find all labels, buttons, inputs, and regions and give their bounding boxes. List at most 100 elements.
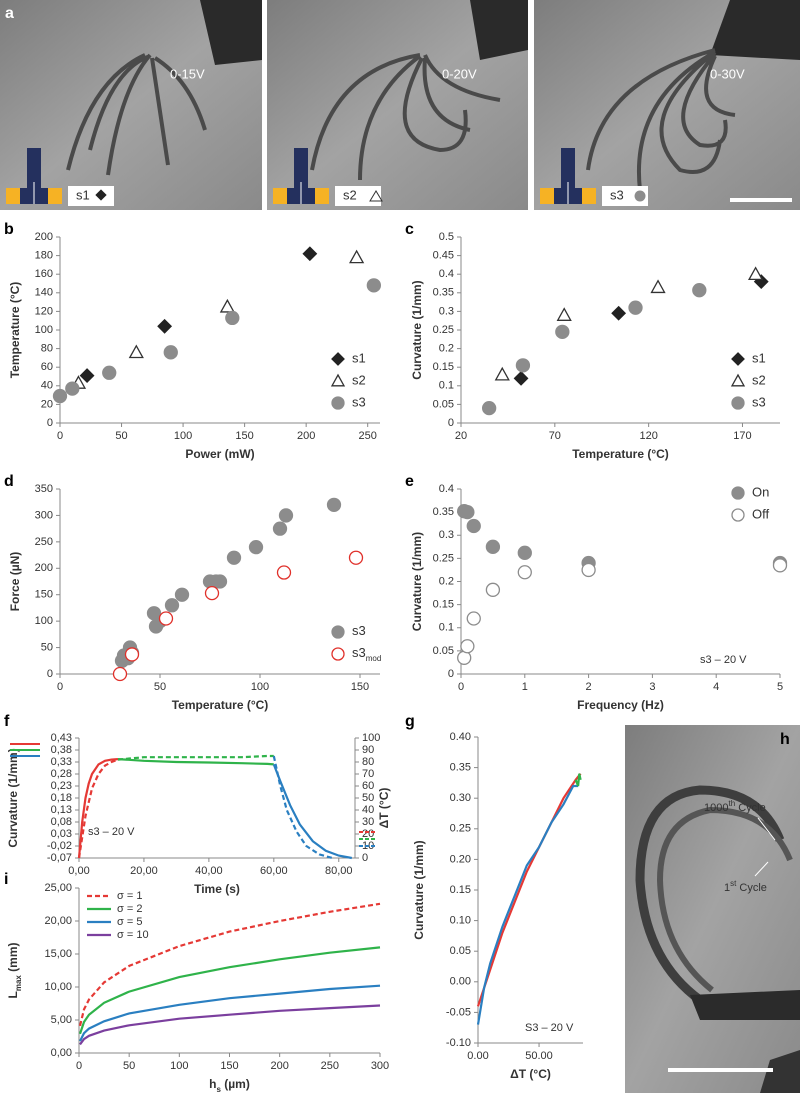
y-tick-label: 200 [35,562,53,574]
x-tick-label: 250 [359,430,377,442]
point [204,585,220,601]
y-tick-label: 0.20 [450,853,471,865]
x-tick-label: 50 [123,1060,135,1072]
y-tick-label: 0,33 [51,756,72,768]
y-tick-label: 5,00 [51,1014,72,1026]
x-tick-label: 100 [170,1060,188,1072]
x-tick-label: 120 [639,430,657,442]
voltage-label: 0-30V [710,66,745,81]
y2-tick-label: 30 [362,816,374,828]
y-tick-label: 0.15 [433,599,454,611]
y-tick-label: 60 [41,361,53,373]
legend-marker [331,396,345,410]
x-tick-label: 0.00 [467,1050,488,1062]
x-axis-label: Temperature (°C) [572,447,669,461]
y-tick-label: 0,03 [51,828,72,840]
legend-label: Off [752,506,769,521]
y-tick-label: 160 [35,268,53,280]
legend-label: s3mod [352,645,381,662]
y-tick-label: 0.05 [450,945,471,957]
point [611,305,627,321]
y-tick-label: 180 [35,250,53,262]
y-tick-label: 0,28 [51,768,72,780]
y-tick-label: 0.05 [433,398,454,410]
y2-tick-label: 70 [362,768,374,780]
x-tick-label: 60,00 [260,865,288,877]
point [513,370,529,386]
point [112,666,128,682]
point [124,647,140,662]
legend-marker [730,373,746,387]
text-segment: Cycle [736,882,767,894]
point [485,539,501,554]
y2-tick-label: 40 [362,804,374,816]
y-tick-label: 0.4 [439,268,454,280]
y-tick-label: 0.1 [439,622,454,634]
text-segment: s3 [352,623,366,638]
text-segment: st [730,879,737,888]
x-tick-label: 20,00 [130,865,158,877]
point [276,565,292,580]
x-tick-label: 150 [351,681,369,693]
point [748,266,764,281]
y-tick-label: 100 [35,615,53,627]
x-tick-label: 1 [522,681,528,693]
cycle-label: 1000th Cycle [704,799,766,814]
y-axis-label: Curvature (1/mm) [410,280,424,379]
point [302,246,318,262]
point [248,539,264,555]
point [515,358,531,373]
legend-label: s2 [352,372,366,387]
legend-label: s1 [352,350,366,365]
x-tick-label: 200 [297,430,315,442]
y-tick-label: 0.30 [450,792,471,804]
x-tick-label: 150 [235,430,253,442]
y-tick-label: 0,43 [51,732,72,744]
text-segment: (mm) [6,942,20,975]
y-tick-label: 0,23 [51,780,72,792]
text-segment: h [209,1077,216,1091]
legend-marker [331,625,345,639]
y-tick-label: 0 [47,668,53,680]
y-tick-label: -0.10 [446,1037,471,1049]
cycle-label: 1st Cycle [724,879,767,894]
line [476,773,582,1007]
y2-tick-label: 20 [362,828,374,840]
y2-tick-label: 90 [362,744,374,756]
photo-3 [534,0,800,210]
y-tick-label: 10,00 [44,981,72,993]
y2-tick-label: 100 [362,732,380,744]
y-axis-label: Curvature (1/mm) [410,532,424,631]
line [272,764,352,860]
legend-label: σ = 2 [117,903,142,915]
point [366,278,381,293]
annotation: s3 – 20 V [88,826,135,838]
x-tick-label: 4 [713,681,719,693]
y-tick-label: 0,38 [51,744,72,756]
line [78,946,381,1035]
line [117,758,274,766]
y-tick-label: 0.40 [450,731,471,743]
panel-letter: h [780,731,790,748]
y-tick-label: -0,02 [47,840,72,852]
y-tick-label: 200 [35,231,53,243]
voltage-label: 0-15V [170,66,205,81]
legend-marker [331,352,345,366]
legend-marker [731,352,745,366]
legend-label: s3 [352,623,366,638]
text-segment: 1 [724,882,730,894]
y2-tick-label: 80 [362,756,374,768]
line [476,784,579,1025]
y-tick-label: 0.5 [439,231,454,243]
legend-label: σ = 1 [117,890,142,902]
panel-letter: a [5,5,14,22]
y-tick-label: 0 [448,417,454,429]
y2-tick-label: 60 [362,780,374,792]
legend-label: s1 [752,350,766,365]
panel-letter: i [4,871,8,888]
voltage-label: 0-20V [442,66,477,81]
x-axis-label: hs (µm) [209,1077,250,1093]
point [348,550,364,565]
point [158,611,174,626]
point [485,582,501,597]
